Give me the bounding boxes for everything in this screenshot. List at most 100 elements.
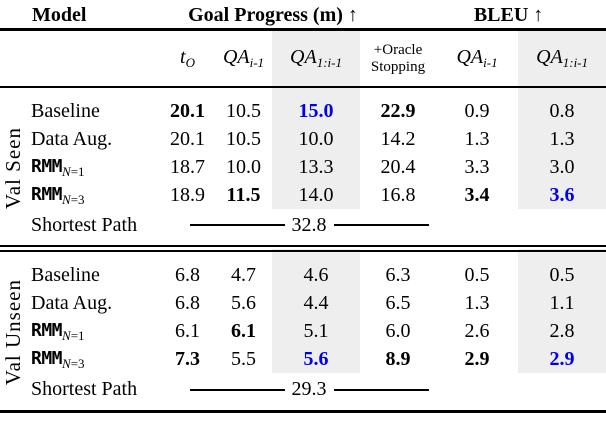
qa-subscript: 1:i-1	[316, 55, 342, 70]
metric-cell: 18.7	[170, 155, 205, 178]
model-name: Data Aug.	[31, 127, 113, 150]
qa-symbol: QA	[536, 46, 563, 68]
goal-progress-column-header: Goal Progress (m) ↑	[160, 0, 437, 31]
metric-cell: 11.5	[226, 183, 261, 206]
subheader-qa-prev: QAi-1	[215, 29, 272, 88]
metric-cell: 6.8	[175, 263, 200, 286]
model-name-tt: RMM	[31, 155, 63, 177]
empty-subheader-cell	[0, 29, 160, 88]
group-label-text: Val Unseen	[1, 279, 25, 386]
model-name: RMMN=3	[26, 181, 160, 209]
model-subscript-var: N	[62, 191, 71, 207]
table-row: RMMN=1 18.7 10.0 13.3 20.4 3.3 3.0	[0, 153, 606, 181]
shortest-path-value: 29.3	[291, 378, 327, 400]
metric-cell: 15.0	[272, 87, 360, 125]
model-subscript-value: =1	[70, 163, 85, 179]
model-name-tt: RMM	[31, 347, 63, 369]
metric-cell: 14.2	[380, 127, 416, 150]
empty-cell	[518, 209, 606, 252]
metric-cell: 3.3	[464, 155, 490, 178]
metric-cell: 0.8	[518, 87, 606, 125]
model-name: Shortest Path	[26, 209, 160, 252]
metric-cell: 10.5	[226, 127, 261, 150]
metric-cell: 22.9	[380, 99, 416, 122]
model-subscript-value: =3	[70, 355, 85, 371]
dash-line	[333, 224, 429, 226]
model-name: Data Aug.	[31, 291, 113, 314]
model-subscript-value: =1	[70, 327, 85, 343]
dash-line	[189, 388, 285, 391]
metric-subheader-row: tO QAi-1 QA1:i-1 +Oracle Stopping QAi-1 …	[0, 29, 606, 88]
metric-cell: 20.1	[170, 127, 205, 150]
model-name: Baseline	[31, 99, 100, 122]
bleu-header-label: BLEU	[473, 3, 529, 26]
subheader-bleu-qa-all: QA1:i-1	[518, 29, 606, 88]
t-subscript: O	[185, 55, 195, 70]
metric-cell: 6.1	[231, 319, 256, 342]
model-subscript-value: =3	[70, 191, 85, 207]
metric-cell: 4.7	[231, 263, 256, 286]
table-row: Val Seen Baseline 20.1 10.5 15.0 22.9 0.…	[0, 87, 606, 252]
oracle-line1: +Oracle	[373, 41, 423, 58]
qa-symbol: QA	[456, 46, 484, 68]
metric-cell: 0.5	[518, 248, 606, 289]
table-row: RMMN=3 18.9 11.5 14.0 16.8 3.4 3.6	[0, 181, 606, 209]
metric-cell: 10.0	[226, 155, 261, 178]
metric-cell: 5.1	[272, 317, 360, 345]
metric-cell: 7.3	[175, 347, 200, 370]
dash-line	[189, 224, 285, 226]
group-label-val-unseen: Val Unseen	[0, 248, 26, 413]
metric-cell: 8.9	[385, 347, 411, 370]
subheader-t-oracle: tO	[160, 29, 215, 88]
model-column-header: Model	[0, 0, 160, 31]
metric-cell: 6.8	[175, 291, 200, 314]
metric-cell: 0.5	[464, 263, 490, 286]
metric-cell: 10.5	[226, 99, 261, 122]
metric-cell: 3.4	[464, 183, 490, 206]
metric-cell: 6.3	[385, 263, 411, 286]
empty-cell	[436, 373, 519, 413]
shortest-path-span-cell: 32.8	[160, 209, 437, 252]
metric-cell: 1.1	[518, 289, 606, 317]
model-header-label: Model	[32, 3, 87, 26]
metric-cell: 13.3	[272, 153, 360, 181]
model-name-tt: RMM	[31, 319, 63, 341]
subheader-qa-all: QA1:i-1	[272, 29, 360, 88]
model-subscript-var: N	[62, 163, 71, 179]
metric-cell: 2.9	[464, 347, 490, 370]
qa-subscript: 1:i-1	[562, 55, 589, 70]
metric-cell: 5.5	[231, 347, 256, 370]
metric-cell: 20.4	[380, 155, 416, 178]
subheader-oracle-stopping: +Oracle Stopping	[360, 29, 437, 88]
metric-cell: 2.6	[464, 319, 490, 342]
up-arrow-icon: ↑	[347, 3, 358, 26]
qa-symbol: QA	[222, 46, 250, 68]
metric-cell: 3.0	[518, 153, 606, 181]
model-subscript-var: N	[62, 355, 71, 371]
metric-cell: 5.6	[272, 345, 360, 373]
qa-subscript: i-1	[483, 55, 498, 70]
metric-cell: 6.0	[385, 319, 411, 342]
group-label-val-seen: Val Seen	[0, 87, 26, 252]
oracle-line2: Stopping	[370, 58, 426, 75]
results-table: Model Goal Progress (m) ↑ BLEU ↑ tO QAi-1 …	[0, 0, 606, 413]
model-name: RMMN=1	[26, 153, 160, 181]
subheader-bleu-qa-prev: QAi-1	[436, 29, 519, 88]
metric-cell: 1.3	[464, 291, 490, 314]
metric-cell: 3.6	[518, 181, 606, 209]
table-row: RMMN=3 7.3 5.5 5.6 8.9 2.9 2.9	[0, 345, 606, 373]
metric-cell: 4.4	[272, 289, 360, 317]
shortest-path-value: 32.8	[291, 213, 327, 236]
empty-cell	[436, 209, 519, 252]
table-row: RMMN=1 6.1 6.1 5.1 6.0 2.6 2.8	[0, 317, 606, 345]
model-name-tt: RMM	[31, 183, 63, 205]
metric-cell: 5.6	[231, 291, 256, 314]
metric-cell: 14.0	[272, 181, 360, 209]
bleu-column-header: BLEU ↑	[436, 0, 606, 31]
table-row: Val Unseen Baseline 6.8 4.7 4.6 6.3 0.5 …	[0, 248, 606, 413]
shortest-path-row: Shortest Path 29.3	[0, 373, 606, 413]
table-row: Data Aug. 20.1 10.5 10.0 14.2 1.3 1.3	[0, 125, 606, 153]
shortest-path-span-cell: 29.3	[160, 373, 437, 413]
metric-cell: 18.9	[170, 183, 205, 206]
t-symbol: t	[180, 46, 186, 68]
